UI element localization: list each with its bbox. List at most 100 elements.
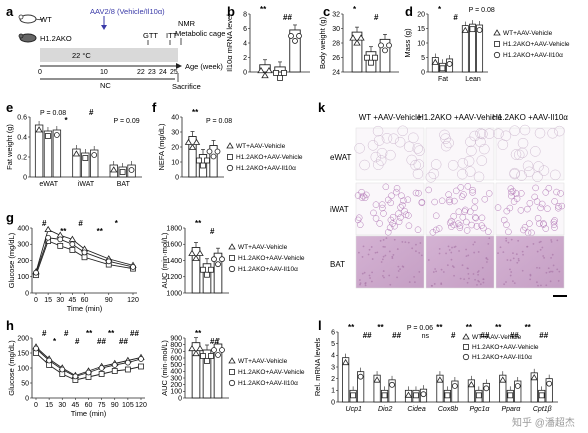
chart-c-ylabel: Body weight (g)	[318, 16, 327, 69]
chart-h-left-xtick-label-3: 45	[71, 402, 79, 409]
histology-dot-2-1-6	[481, 266, 484, 269]
histology-col-1-line1: WT +AAV-Vehicle	[359, 113, 422, 122]
chart-c: 24 26 28 30 32 Body weight (g) * #	[318, 5, 399, 76]
chart-f-pt-0-0	[184, 138, 193, 145]
histology-cell-1-0-25	[418, 199, 426, 207]
chart-c-ytick-label-1: 26	[332, 55, 340, 62]
chart-l-pt-6-2	[546, 380, 553, 387]
histology-dot-2-2-59	[551, 270, 554, 273]
chart-e-ytick-label-0: 0	[23, 174, 27, 181]
nmr-label: NMR	[178, 19, 196, 28]
chart-h-right-pt-1-1	[204, 358, 210, 364]
chart-h-left-xtick-label-0: 0	[34, 402, 38, 409]
panel-d-letter: d	[405, 4, 413, 19]
chart-b-annotation-1: ##	[283, 13, 292, 22]
panel-b-letter: b	[227, 4, 235, 19]
chart-e-pt-2-2	[128, 167, 135, 173]
histology-cell-0-1-3	[476, 155, 488, 166]
chart-h-left-ytick-label-4: 200	[17, 335, 29, 342]
histology-cell-1-1-41	[448, 217, 455, 225]
histology-dot-2-2-30	[529, 278, 532, 281]
chart-l-pt-3-1	[444, 392, 451, 399]
panel-a: a WT H1.2AKO AAV2/8 (Vehicle/Il10α) GTT …	[6, 4, 225, 91]
histology-dot-2-1-9	[463, 278, 466, 281]
chart-g-left-xtick-label-1: 15	[44, 297, 52, 304]
legend-l-square-icon	[463, 344, 469, 350]
histology-cell-1-1-29	[463, 218, 470, 226]
histology-dot-2-0-31	[367, 253, 370, 256]
histology-cell-0-0-18	[372, 125, 384, 137]
chart-h-left-ytick-label-2: 100	[17, 365, 29, 372]
histology-cell-0-2-11	[523, 166, 535, 178]
histology-cell-0-1-16	[466, 145, 477, 157]
chart-g-right-pt-0-1	[192, 254, 200, 261]
histology-cell-0-1-14	[479, 143, 490, 155]
histology-cell-1-0-15	[405, 222, 413, 229]
legend-d-g2: H1.2AKO+AAV-Vehicle	[503, 41, 570, 48]
histology-cell-1-2-10	[510, 198, 518, 205]
histology-dot-2-1-27	[467, 272, 470, 275]
histology-cell-1-0-26	[414, 226, 422, 233]
chart-h-right-pt-0-2	[196, 344, 204, 352]
histology-dot-2-2-23	[506, 259, 509, 261]
chart-g-left-pt-2-1	[45, 234, 52, 241]
histology-tile-1-1	[425, 182, 495, 236]
histology-cell-0-0-2	[394, 136, 406, 148]
chart-h-left-pt-2-2	[59, 366, 66, 373]
chart-g-right-ytick-label-1: 1200	[166, 274, 182, 281]
histology-cell-1-2-12	[538, 200, 546, 208]
legend-g-g1: WT+AAV-Vehicle	[238, 244, 288, 251]
injection-arrowhead	[101, 25, 107, 30]
histology-cell-1-0-37	[388, 192, 395, 200]
chart-f-pt-1-1	[200, 162, 206, 169]
chart-h-right-ytick-label-0: 0	[178, 395, 182, 402]
histology-dot-2-0-46	[359, 283, 361, 286]
histology-dot-2-1-12	[472, 273, 475, 275]
chart-h-right-annotation-1: ##	[210, 337, 219, 346]
histology-cell-0-2-1	[532, 171, 543, 183]
histology-dot-2-1-58	[440, 282, 443, 285]
chart-g-right-ytick-label-4: 1800	[166, 225, 182, 232]
histology-cell-1-0-7	[393, 188, 400, 196]
chart-e-pt-2-0	[110, 166, 118, 173]
histology-dot-2-0-44	[368, 274, 371, 277]
chart-l-ytick-label-1: 1	[331, 388, 335, 395]
chart-h-left-pt-1-7	[124, 366, 131, 373]
chart-d-pt-1-1	[469, 26, 476, 33]
histology-dot-2-2-44	[532, 243, 535, 245]
histology-cell-0-0-3	[414, 145, 425, 156]
histology-cell-1-2-9	[533, 198, 541, 205]
histology-dot-2-1-32	[477, 251, 480, 253]
histology-dot-2-1-31	[459, 277, 462, 280]
chart-h-right-ytick-label-3: 300	[170, 375, 182, 382]
histology-cell-1-2-26	[551, 217, 558, 224]
histology-dot-2-0-49	[385, 237, 388, 239]
histology-dot-2-0-35	[391, 255, 394, 258]
sacrifice-label: Sacrifice	[172, 82, 201, 91]
histology-dot-2-0-27	[413, 275, 416, 278]
chart-g-left-annotation-4: *	[115, 219, 119, 228]
histology-cell-1-2-13	[532, 184, 539, 192]
histology-dot-2-2-47	[517, 257, 520, 260]
histology-cell-0-1-21	[439, 129, 450, 141]
histology-cell-1-0-31	[358, 188, 365, 196]
histology-dot-2-2-55	[552, 264, 555, 267]
chart-l-annotation-8: **	[466, 323, 473, 332]
histology-cell-0-1-7	[473, 171, 485, 183]
timeline-event-ticks	[147, 38, 182, 45]
histology-cell-1-0-9	[360, 192, 367, 200]
chart-l-pt-1-2	[389, 381, 395, 388]
histology-cell-1-1-0	[432, 226, 440, 234]
histology-dot-2-1-18	[468, 277, 470, 280]
chart-h-right-ylabel: AUC (min·mol/L)	[160, 340, 169, 396]
histology-cell-1-0-20	[397, 214, 404, 221]
diet-label: NC	[100, 81, 111, 90]
histology-tile-0-2	[493, 124, 565, 183]
chart-b-ytick-label-1: 2	[243, 55, 247, 62]
histology-cell-1-1-26	[451, 197, 458, 205]
histology-col-3: H1.2AKO +AAV-Il10α	[492, 113, 568, 122]
histology-dot-2-2-10	[538, 267, 541, 269]
chart-h-left-pt-2-3	[72, 373, 79, 380]
histology-cell-0-1-17	[463, 155, 475, 167]
histology-cell-0-2-21	[554, 125, 565, 137]
